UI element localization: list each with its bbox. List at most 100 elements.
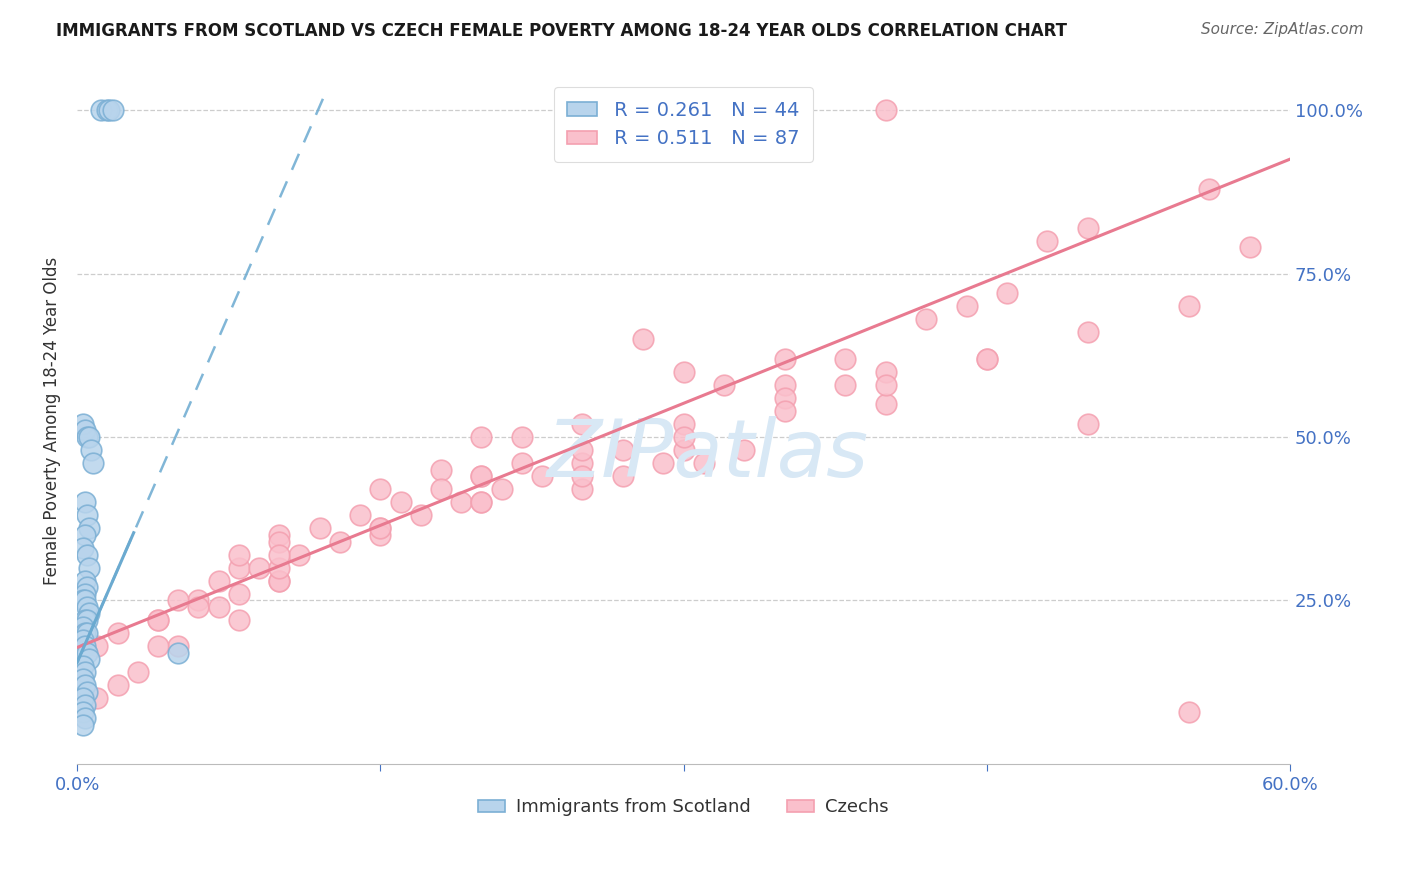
Point: [308, 521, 330, 535]
Point: [875, 365, 897, 379]
Point: [72, 691, 94, 706]
Point: [612, 443, 634, 458]
Point: [470, 430, 492, 444]
Point: [269, 548, 291, 562]
Point: [75, 528, 97, 542]
Point: [773, 377, 796, 392]
Point: [75, 587, 97, 601]
Point: [96, 103, 118, 117]
Point: [1178, 299, 1201, 313]
Y-axis label: Female Poverty Among 18-24 Year Olds: Female Poverty Among 18-24 Year Olds: [44, 257, 60, 585]
Point: [80, 443, 103, 458]
Point: [76, 599, 98, 614]
Point: [652, 456, 675, 470]
Point: [167, 639, 190, 653]
Point: [75, 639, 97, 653]
Point: [875, 397, 897, 411]
Point: [76, 580, 98, 594]
Point: [470, 495, 492, 509]
Point: [76, 685, 98, 699]
Point: [228, 548, 250, 562]
Point: [76, 613, 98, 627]
Point: [875, 103, 897, 117]
Point: [571, 456, 593, 470]
Point: [571, 483, 593, 497]
Point: [72, 541, 94, 555]
Point: [146, 613, 169, 627]
Point: [1239, 240, 1261, 254]
Point: [75, 424, 97, 438]
Point: [228, 613, 250, 627]
Point: [571, 417, 593, 431]
Point: [247, 560, 270, 574]
Point: [1077, 220, 1099, 235]
Point: [571, 469, 593, 483]
Point: [269, 574, 291, 588]
Point: [430, 483, 453, 497]
Point: [98, 103, 121, 117]
Point: [491, 483, 513, 497]
Point: [107, 626, 129, 640]
Point: [77, 607, 100, 621]
Point: [269, 534, 291, 549]
Point: [430, 463, 453, 477]
Point: [75, 711, 97, 725]
Point: [672, 430, 695, 444]
Point: [370, 521, 392, 535]
Point: [1036, 234, 1059, 248]
Point: [976, 351, 998, 366]
Point: [531, 469, 554, 483]
Point: [72, 705, 94, 719]
Point: [370, 521, 392, 535]
Point: [672, 417, 695, 431]
Point: [773, 391, 796, 405]
Point: [370, 483, 392, 497]
Point: [510, 456, 533, 470]
Point: [510, 430, 533, 444]
Point: [269, 574, 291, 588]
Point: [75, 495, 97, 509]
Point: [187, 593, 209, 607]
Point: [834, 351, 856, 366]
Point: [77, 652, 100, 666]
Point: [955, 299, 977, 313]
Point: [187, 599, 209, 614]
Point: [631, 332, 654, 346]
Text: Source: ZipAtlas.com: Source: ZipAtlas.com: [1201, 22, 1364, 37]
Point: [976, 351, 998, 366]
Point: [72, 593, 94, 607]
Point: [995, 286, 1018, 301]
Legend: Immigrants from Scotland, Czechs: Immigrants from Scotland, Czechs: [471, 791, 896, 823]
Point: [75, 665, 97, 680]
Point: [77, 521, 100, 535]
Point: [82, 456, 104, 470]
Point: [72, 417, 94, 431]
Point: [288, 548, 311, 562]
Point: [76, 508, 98, 523]
Point: [228, 587, 250, 601]
Point: [76, 646, 98, 660]
Point: [1178, 705, 1201, 719]
Point: [127, 665, 149, 680]
Point: [773, 404, 796, 418]
Point: [1077, 326, 1099, 340]
Point: [773, 103, 796, 117]
Point: [329, 534, 352, 549]
Point: [470, 469, 492, 483]
Point: [146, 639, 169, 653]
Text: IMMIGRANTS FROM SCOTLAND VS CZECH FEMALE POVERTY AMONG 18-24 YEAR OLDS CORRELATI: IMMIGRANTS FROM SCOTLAND VS CZECH FEMALE…: [56, 22, 1067, 40]
Point: [75, 678, 97, 692]
Point: [86, 639, 108, 653]
Point: [713, 377, 735, 392]
Point: [834, 377, 856, 392]
Point: [72, 672, 94, 686]
Point: [915, 312, 938, 326]
Point: [693, 456, 716, 470]
Point: [76, 430, 98, 444]
Point: [228, 560, 250, 574]
Point: [612, 469, 634, 483]
Point: [773, 351, 796, 366]
Point: [409, 508, 432, 523]
Text: ZIPatlas: ZIPatlas: [547, 416, 869, 494]
Point: [77, 560, 100, 574]
